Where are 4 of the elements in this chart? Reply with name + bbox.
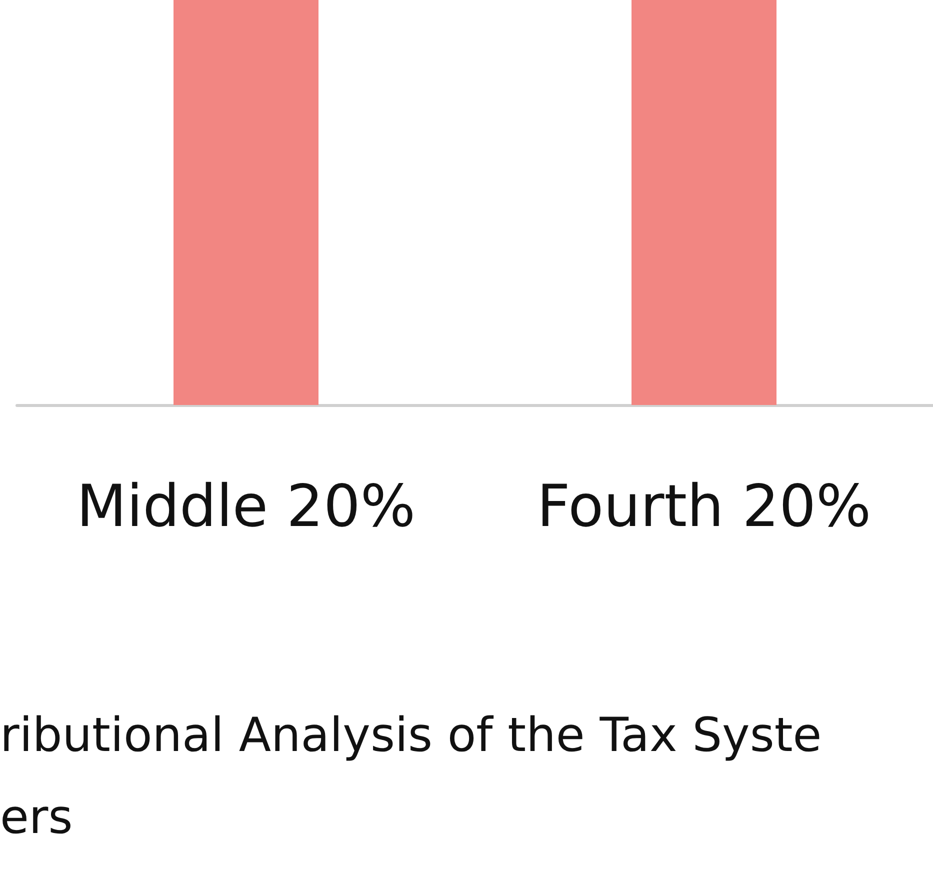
- x-tick-label: Middle 20%: [76, 472, 416, 540]
- text: ributional Analysis of the Tax Syste: [0, 708, 822, 763]
- text: ers: [0, 790, 73, 845]
- x-tick-label: Fourth 20%: [536, 472, 872, 540]
